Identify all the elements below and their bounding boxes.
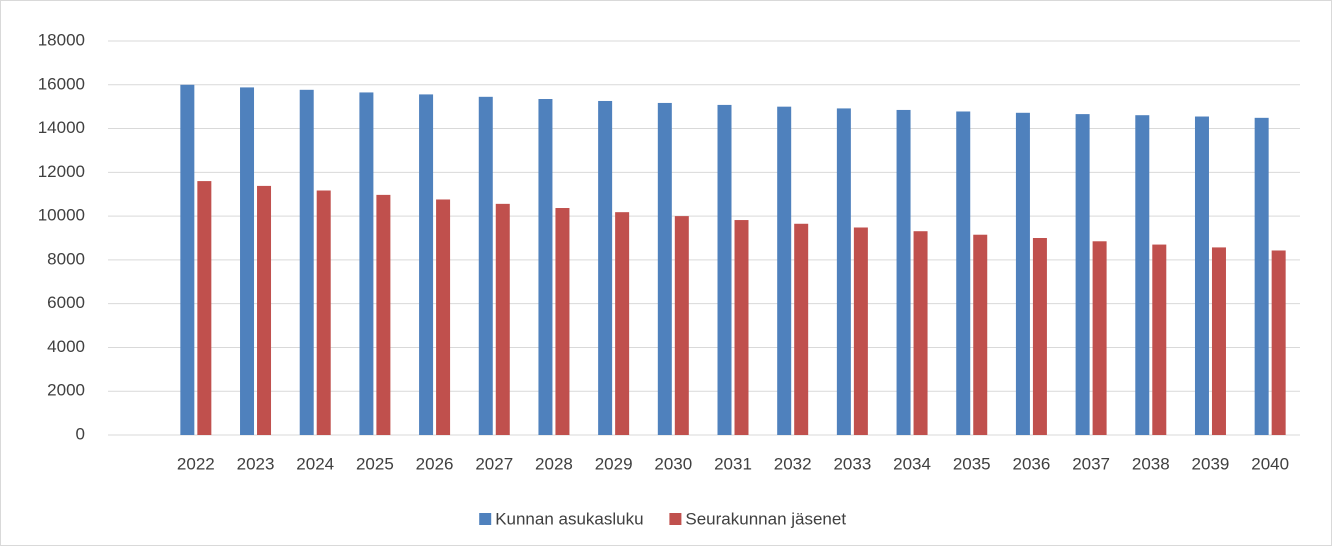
legend-label: Seurakunnan jäsenet — [685, 509, 846, 528]
x-tick-label: 2034 — [893, 454, 931, 473]
x-tick-label: 2024 — [296, 454, 334, 473]
bar — [180, 84, 195, 436]
x-tick-label: 2038 — [1132, 454, 1170, 473]
bar — [717, 104, 732, 435]
bar — [419, 94, 434, 436]
bar — [615, 212, 630, 435]
x-tick-label: 2028 — [535, 454, 573, 473]
bar — [478, 96, 493, 436]
x-tick-label: 2040 — [1251, 454, 1289, 473]
bar — [1211, 247, 1226, 435]
x-tick-label: 2029 — [595, 454, 633, 473]
bar — [674, 216, 689, 435]
y-tick-label: 2000 — [47, 381, 85, 400]
x-tick-label: 2027 — [475, 454, 513, 473]
bar — [257, 185, 272, 435]
y-tick-label: 4000 — [47, 337, 85, 356]
bar — [1075, 114, 1090, 435]
bar — [734, 220, 749, 435]
bar — [1271, 250, 1286, 435]
bar — [1015, 112, 1030, 435]
x-tick-label: 2022 — [177, 454, 215, 473]
legend-swatch — [479, 513, 492, 525]
y-tick-label: 12000 — [38, 162, 85, 181]
bar — [495, 203, 510, 435]
y-tick-label: 0 — [76, 424, 85, 443]
y-tick-label: 6000 — [47, 293, 85, 312]
x-tick-label: 2030 — [654, 454, 692, 473]
x-tick-label: 2035 — [953, 454, 991, 473]
bar — [777, 106, 792, 436]
bar — [197, 181, 212, 435]
bar — [913, 231, 928, 435]
bar — [1092, 241, 1107, 435]
y-tick-label: 18000 — [38, 30, 85, 49]
bar — [896, 109, 911, 435]
x-tick-label: 2036 — [1013, 454, 1051, 473]
bar — [538, 99, 553, 435]
bar — [299, 89, 314, 435]
x-tick-label: 2033 — [833, 454, 871, 473]
x-tick-label: 2026 — [416, 454, 454, 473]
bar — [836, 108, 851, 435]
bar — [1254, 117, 1269, 435]
x-tick-label: 2023 — [237, 454, 275, 473]
bar — [376, 194, 391, 435]
bar — [973, 234, 988, 435]
bar — [1194, 116, 1209, 436]
bar — [598, 100, 613, 435]
x-tick-label: 2031 — [714, 454, 752, 473]
x-tick-label: 2037 — [1072, 454, 1110, 473]
legend-swatch — [669, 513, 682, 525]
bar — [657, 102, 672, 435]
legend-label: Kunnan asukasluku — [495, 509, 643, 528]
bar — [555, 208, 570, 435]
bar — [240, 87, 255, 435]
x-tick-label: 2032 — [774, 454, 812, 473]
bar — [1032, 238, 1047, 435]
y-tick-label: 14000 — [38, 118, 85, 137]
bar — [1135, 115, 1150, 435]
x-tick-label: 2039 — [1192, 454, 1230, 473]
y-tick-label: 10000 — [38, 206, 85, 225]
x-tick-label: 2025 — [356, 454, 394, 473]
bar — [853, 227, 868, 435]
bar — [359, 92, 374, 435]
y-tick-label: 8000 — [47, 249, 85, 268]
bar — [1152, 244, 1167, 435]
y-tick-label: 16000 — [38, 74, 85, 93]
bar — [794, 223, 809, 435]
bar — [956, 111, 971, 435]
bar — [436, 199, 451, 435]
bar — [316, 190, 331, 435]
